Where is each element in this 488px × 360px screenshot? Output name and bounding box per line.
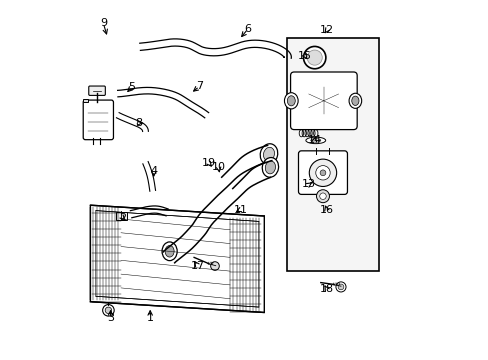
Ellipse shape (260, 144, 277, 165)
Ellipse shape (351, 96, 358, 105)
Ellipse shape (265, 161, 275, 174)
Text: 4: 4 (150, 166, 157, 176)
Text: 8: 8 (135, 118, 142, 128)
Text: 3: 3 (107, 312, 114, 323)
Ellipse shape (284, 93, 298, 109)
Polygon shape (90, 205, 264, 312)
Circle shape (315, 166, 329, 180)
Text: 17: 17 (190, 261, 204, 271)
Text: 1: 1 (146, 312, 153, 323)
Text: 13: 13 (302, 179, 316, 189)
Circle shape (210, 262, 219, 270)
Ellipse shape (303, 46, 325, 69)
Circle shape (102, 305, 114, 316)
Circle shape (319, 193, 325, 199)
Ellipse shape (165, 246, 174, 257)
FancyBboxPatch shape (290, 72, 356, 130)
Polygon shape (82, 99, 88, 102)
Bar (115, 212, 127, 220)
Text: 18: 18 (319, 284, 333, 294)
Text: 16: 16 (319, 204, 333, 215)
Ellipse shape (348, 93, 361, 108)
Text: 6: 6 (244, 24, 251, 34)
Bar (286, 38, 379, 271)
Text: 5: 5 (128, 82, 135, 92)
Text: 10: 10 (211, 162, 225, 172)
Text: 15: 15 (297, 51, 311, 61)
Circle shape (309, 159, 336, 186)
FancyBboxPatch shape (298, 151, 347, 194)
Text: 7: 7 (196, 81, 203, 91)
Ellipse shape (287, 96, 295, 106)
Text: 14: 14 (307, 135, 321, 145)
Text: 11: 11 (233, 204, 247, 215)
Circle shape (320, 170, 325, 176)
Text: 2: 2 (119, 213, 126, 223)
Polygon shape (96, 211, 258, 307)
Text: 9: 9 (100, 18, 107, 28)
Text: 12: 12 (320, 24, 334, 35)
Ellipse shape (263, 147, 274, 161)
Text: 19: 19 (201, 158, 215, 168)
Ellipse shape (305, 137, 325, 144)
FancyBboxPatch shape (89, 86, 105, 95)
Ellipse shape (162, 242, 177, 261)
FancyBboxPatch shape (83, 100, 113, 140)
Ellipse shape (306, 50, 322, 65)
Circle shape (335, 282, 346, 292)
Circle shape (337, 284, 343, 290)
Ellipse shape (262, 158, 278, 177)
Circle shape (105, 307, 111, 314)
Circle shape (316, 190, 329, 203)
Ellipse shape (310, 139, 320, 142)
